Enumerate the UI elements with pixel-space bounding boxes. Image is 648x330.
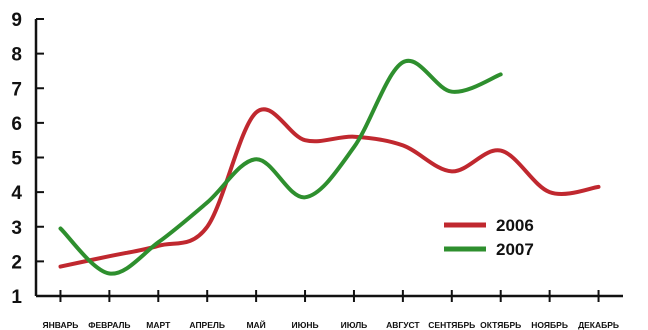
x-tick-label: ДЕКАБРЬ <box>578 320 619 330</box>
y-tick-label: 2 <box>11 252 22 273</box>
x-tick-label: АПРЕЛЬ <box>189 320 225 330</box>
x-tick-label: МАЙ <box>246 319 265 330</box>
y-tick-label: 1 <box>11 287 22 308</box>
y-tick-label: 7 <box>11 79 22 100</box>
legend-label-2007: 2007 <box>496 240 534 259</box>
x-tick-label: ОКТЯБРЬ <box>480 320 521 330</box>
y-tick-label: 4 <box>11 183 22 204</box>
y-tick-label: 9 <box>11 10 22 31</box>
y-tick-group: 1 2 3 4 5 6 7 8 9 <box>11 10 44 308</box>
series-line-2006 <box>58 107 601 269</box>
x-tick-label: НОЯБРЬ <box>531 320 568 330</box>
x-tick-label: СЕНТЯБРЬ <box>428 320 475 330</box>
x-tick-group: ЯНВАРЬ ФЕВРАЛЬ МАРТ АПРЕЛЬ МАЙ ИЮНЬ ИЮЛЬ АВГУСТ… <box>43 290 619 330</box>
x-tick-label: ИЮНЬ <box>291 320 318 330</box>
x-tick-label: ИЮЛЬ <box>341 320 368 330</box>
series-line-2007 <box>58 58 503 276</box>
y-tick-label: 5 <box>11 149 22 170</box>
y-tick-label: 3 <box>11 218 22 239</box>
y-tick-label: 8 <box>11 45 22 66</box>
x-tick-label: МАРТ <box>146 320 171 330</box>
y-tick-label: 6 <box>11 114 22 135</box>
x-tick-label: ФЕВРАЛЬ <box>88 320 130 330</box>
legend: 2006 2007 <box>444 216 534 259</box>
series-lines <box>58 58 601 276</box>
x-tick-label: АВГУСТ <box>386 320 420 330</box>
x-tick-label: ЯНВАРЬ <box>43 320 79 330</box>
legend-label-2006: 2006 <box>496 216 534 235</box>
